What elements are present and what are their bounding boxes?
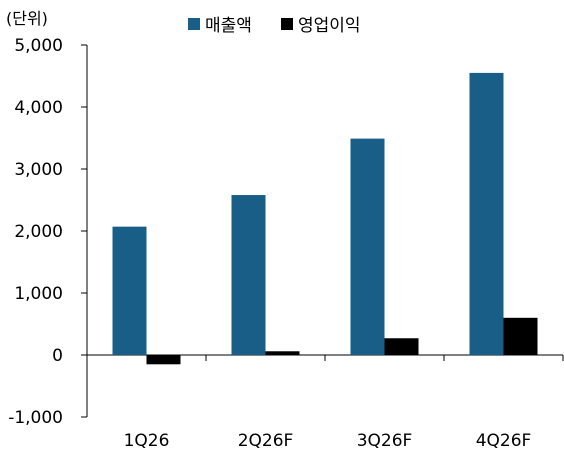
y-tick-label: 0: [52, 346, 63, 366]
y-tick-label: 5,000: [14, 36, 63, 56]
legend: 매출액 영업이익: [188, 16, 361, 36]
bar-revenue-3Q26F: [350, 138, 385, 355]
bar-revenue-4Q26F: [469, 72, 504, 356]
category-label: 4Q26F: [476, 431, 532, 451]
bar-operating-profit-2Q26F: [265, 351, 300, 355]
legend-label-revenue: 매출액: [205, 16, 252, 36]
y-tick-label: -1,000: [8, 408, 63, 428]
category-label: 3Q26F: [357, 431, 413, 451]
legend-swatch-operating-profit: [281, 18, 293, 30]
y-tick-label: 3,000: [14, 160, 63, 180]
category-labels: 1Q26 2Q26F 3Q26F 4Q26F: [124, 431, 532, 451]
category-label: 2Q26F: [238, 431, 294, 451]
legend-swatch-revenue: [188, 18, 200, 30]
y-tick-label: 4,000: [14, 98, 63, 118]
bar-operating-profit-1Q26: [146, 355, 181, 365]
bar-revenue-1Q26: [112, 226, 147, 355]
y-tick-label: 1,000: [14, 284, 63, 304]
unit-label: (단위): [6, 9, 48, 28]
bar-revenue-2Q26F: [231, 195, 266, 355]
y-tick-label: 2,000: [14, 222, 63, 242]
bar-operating-profit-3Q26F: [384, 338, 419, 355]
legend-label-operating-profit: 영업이익: [298, 16, 361, 36]
y-axis: 5,000 4,000 3,000 2,000 1,000 0 -1,000: [8, 36, 88, 428]
category-label: 1Q26: [124, 431, 170, 451]
bars: [112, 72, 538, 365]
bar-operating-profit-4Q26F: [503, 317, 538, 355]
